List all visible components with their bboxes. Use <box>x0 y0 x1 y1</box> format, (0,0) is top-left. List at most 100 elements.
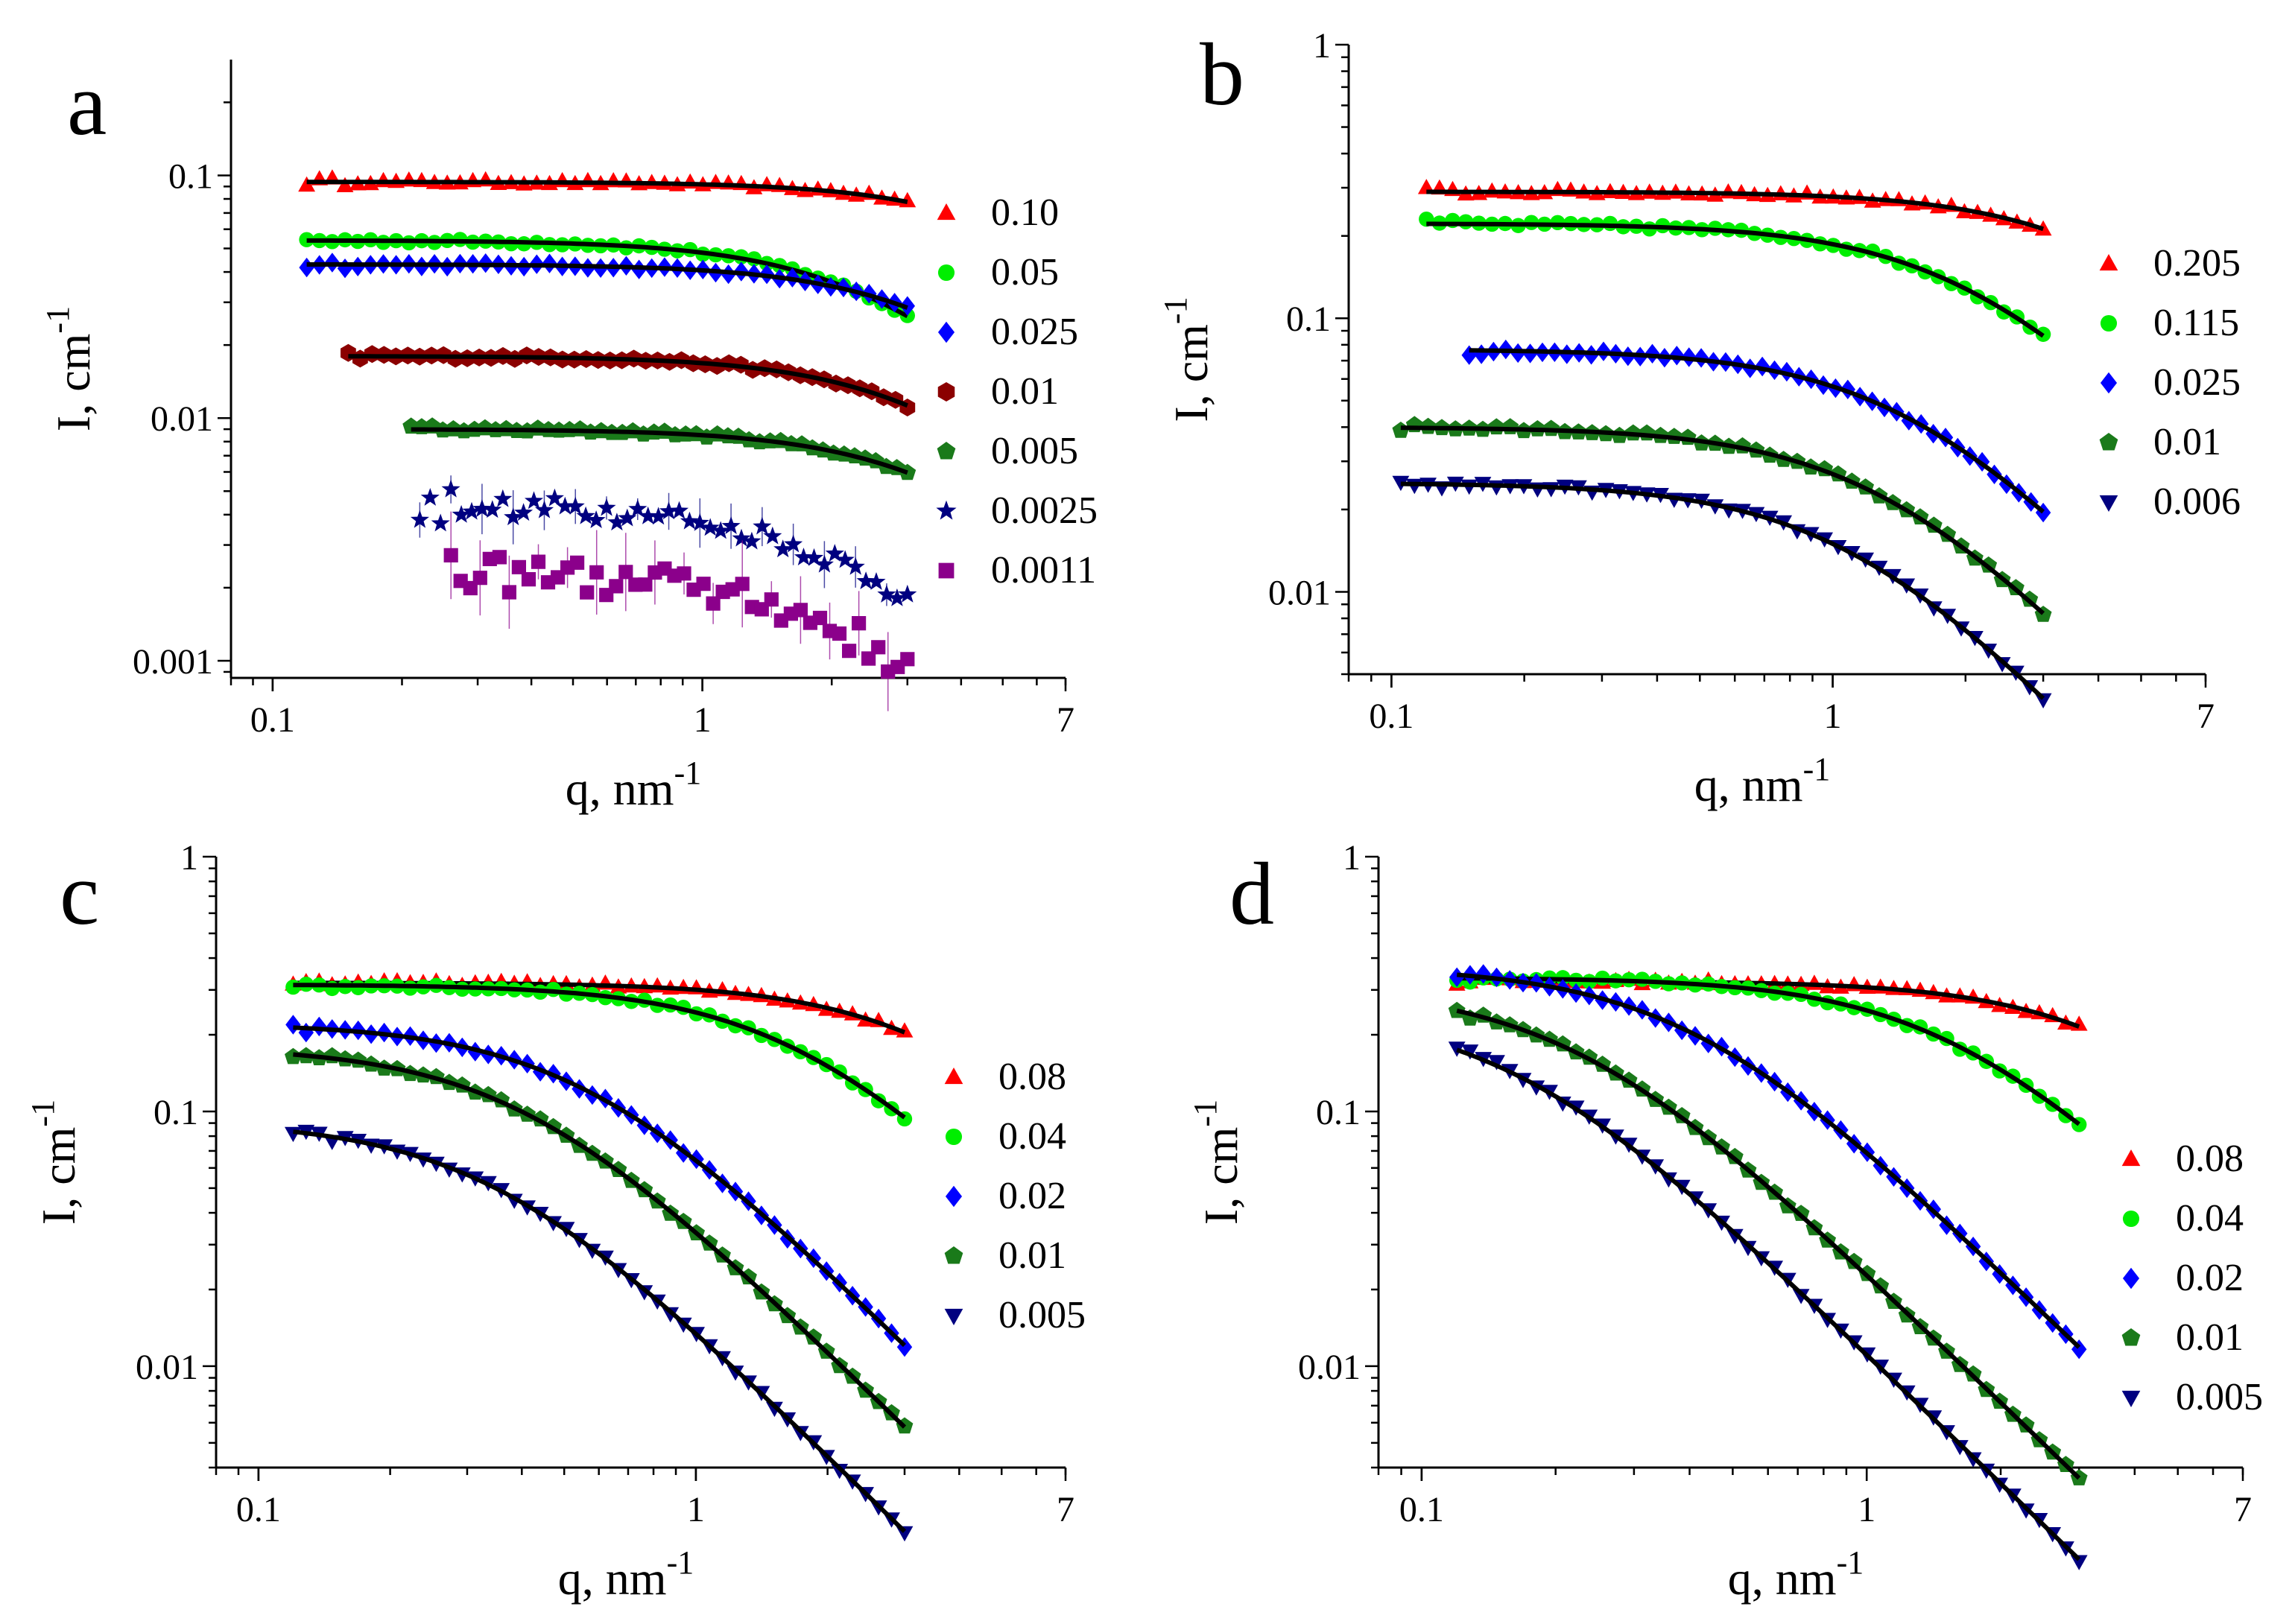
data-point <box>1951 1440 1969 1456</box>
data-point <box>493 489 513 507</box>
data-point <box>852 616 867 631</box>
series-0.0025 <box>410 475 917 606</box>
legend-marker <box>2122 1267 2140 1290</box>
data-point <box>732 528 751 547</box>
x-tick-label: 0.1 <box>250 700 295 740</box>
fit-curve <box>293 1025 907 1348</box>
data-point <box>735 577 750 591</box>
legend-label: 0.10 <box>991 191 1059 234</box>
data-point <box>501 585 516 600</box>
data-point <box>832 626 847 641</box>
data-point <box>2070 1555 2088 1570</box>
fit-curve <box>293 983 906 1120</box>
fit-curve <box>1426 189 2045 232</box>
legend-label: 0.005 <box>998 1294 1086 1336</box>
legend-marker <box>2122 1210 2140 1228</box>
data-point <box>566 496 585 515</box>
x-axis-title-superscript: -1 <box>667 1544 694 1581</box>
y-axis-title-superscript: -1 <box>1157 296 1194 324</box>
data-point <box>794 548 814 565</box>
data-point <box>580 585 595 600</box>
legend-label: 0.115 <box>2153 302 2239 344</box>
fit-curve <box>1426 221 2045 338</box>
legend-marker <box>2099 495 2118 512</box>
data-point <box>462 501 481 520</box>
data-point <box>1449 967 1465 987</box>
fit-curve <box>1456 1047 2081 1561</box>
data-point <box>1805 974 1823 990</box>
legend-marker <box>2100 314 2118 332</box>
data-point <box>472 499 492 517</box>
panel-letter: d <box>1229 844 1274 943</box>
fit-curve <box>293 1129 907 1533</box>
x-tick-label: 1 <box>687 1490 705 1529</box>
series-0.005 <box>1448 1041 2088 1570</box>
data-point <box>766 1401 783 1418</box>
y-tick-label: 0.1 <box>153 1093 198 1132</box>
legend-marker <box>937 203 956 221</box>
series-0.01 <box>1392 416 2052 622</box>
data-point <box>511 559 526 574</box>
data-point <box>677 566 691 581</box>
data-point <box>711 521 730 539</box>
x-tick-label: 7 <box>1057 1490 1074 1529</box>
x-tick-label: 1 <box>694 700 712 740</box>
fit-curve <box>1456 1008 2081 1480</box>
series-0.115 <box>1419 212 2051 342</box>
y-axis-title-superscript: -1 <box>25 1100 61 1127</box>
panel-a: a 0.1 1 7 0.001 0.01 0.1 q, nm-1 I, cm-1 0.10 0.05… <box>39 54 1098 815</box>
data-point <box>1488 1055 1505 1070</box>
data-point <box>753 516 772 535</box>
data-point <box>638 577 653 592</box>
legend-label: 0.08 <box>998 1056 1066 1098</box>
series-0.0011 <box>443 511 915 711</box>
data-point <box>618 565 633 580</box>
series-0.005 <box>402 417 917 480</box>
data-point <box>586 510 606 528</box>
legend-marker <box>944 1246 963 1264</box>
fit-curve <box>1456 972 2081 1349</box>
data-point <box>690 513 709 531</box>
y-tick-label: 0.01 <box>1268 573 1331 612</box>
data-point <box>814 554 834 573</box>
series-0.01 <box>284 1047 914 1434</box>
data-point <box>742 531 762 550</box>
legend-marker <box>944 1308 963 1325</box>
x-tick-label: 1 <box>1824 697 1842 736</box>
y-tick-label: 0.01 <box>1298 1348 1361 1387</box>
data-point <box>337 258 353 279</box>
data-point <box>659 501 679 520</box>
data-point <box>570 555 585 570</box>
data-point <box>1739 1240 1757 1257</box>
y-axis-title: I, cm-1 <box>39 306 100 431</box>
data-point <box>1792 1289 1810 1304</box>
data-point <box>1392 475 1410 492</box>
data-point <box>1461 1044 1479 1060</box>
data-point <box>680 511 699 530</box>
data-point <box>861 651 876 666</box>
data-point <box>846 556 865 575</box>
legend-marker <box>945 1185 963 1208</box>
data-point <box>531 554 546 569</box>
data-point <box>804 548 824 566</box>
y-tick-label: 1 <box>180 838 198 878</box>
series-0.005 <box>285 1124 914 1542</box>
legend-label: 0.01 <box>998 1234 1066 1277</box>
legend-label: 0.01 <box>2176 1316 2244 1359</box>
y-tick-label: 0.001 <box>133 642 213 682</box>
data-point <box>812 610 828 626</box>
data-point <box>285 1015 301 1035</box>
legend-label: 0.005 <box>2176 1376 2263 1418</box>
legend-marker <box>2099 254 2118 271</box>
fit-curve <box>1457 976 2081 1126</box>
data-point <box>662 1307 680 1323</box>
y-tick-label: 0.01 <box>151 399 213 439</box>
panel-letter: b <box>1200 25 1244 124</box>
data-point <box>1487 480 1505 496</box>
data-point <box>431 513 450 532</box>
data-point <box>784 534 803 553</box>
x-axis-title-superscript: -1 <box>1803 751 1831 787</box>
data-point <box>721 516 741 534</box>
data-point <box>298 1022 314 1043</box>
legend-label: 0.04 <box>998 1115 1066 1158</box>
